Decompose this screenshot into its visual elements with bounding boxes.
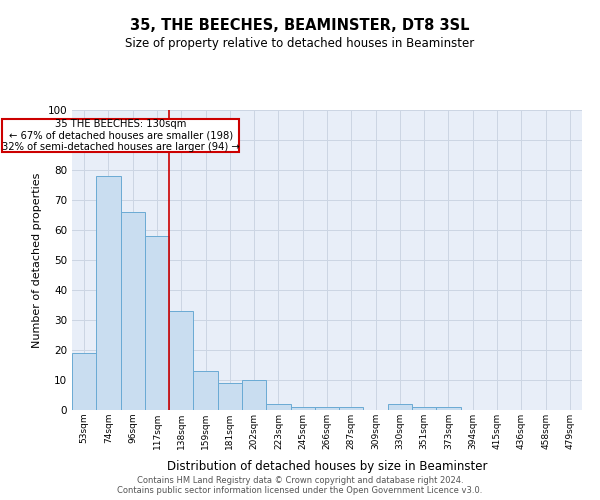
Bar — [436, 407, 461, 410]
Bar — [193, 371, 218, 410]
Bar — [242, 380, 266, 410]
Bar — [339, 407, 364, 410]
Bar — [315, 407, 339, 410]
Text: Contains HM Land Registry data © Crown copyright and database right 2024.
Contai: Contains HM Land Registry data © Crown c… — [118, 476, 482, 495]
Bar — [145, 236, 169, 410]
Text: Size of property relative to detached houses in Beaminster: Size of property relative to detached ho… — [125, 38, 475, 51]
Text: 35, THE BEECHES, BEAMINSTER, DT8 3SL: 35, THE BEECHES, BEAMINSTER, DT8 3SL — [130, 18, 470, 32]
Bar — [218, 383, 242, 410]
X-axis label: Distribution of detached houses by size in Beaminster: Distribution of detached houses by size … — [167, 460, 487, 473]
Bar — [72, 353, 96, 410]
Bar — [266, 404, 290, 410]
Bar — [412, 407, 436, 410]
Bar — [388, 404, 412, 410]
Bar — [290, 407, 315, 410]
Text: 35 THE BEECHES: 130sqm
← 67% of detached houses are smaller (198)
32% of semi-de: 35 THE BEECHES: 130sqm ← 67% of detached… — [2, 119, 239, 152]
Bar — [121, 212, 145, 410]
Y-axis label: Number of detached properties: Number of detached properties — [32, 172, 42, 348]
Bar — [96, 176, 121, 410]
Bar — [169, 311, 193, 410]
